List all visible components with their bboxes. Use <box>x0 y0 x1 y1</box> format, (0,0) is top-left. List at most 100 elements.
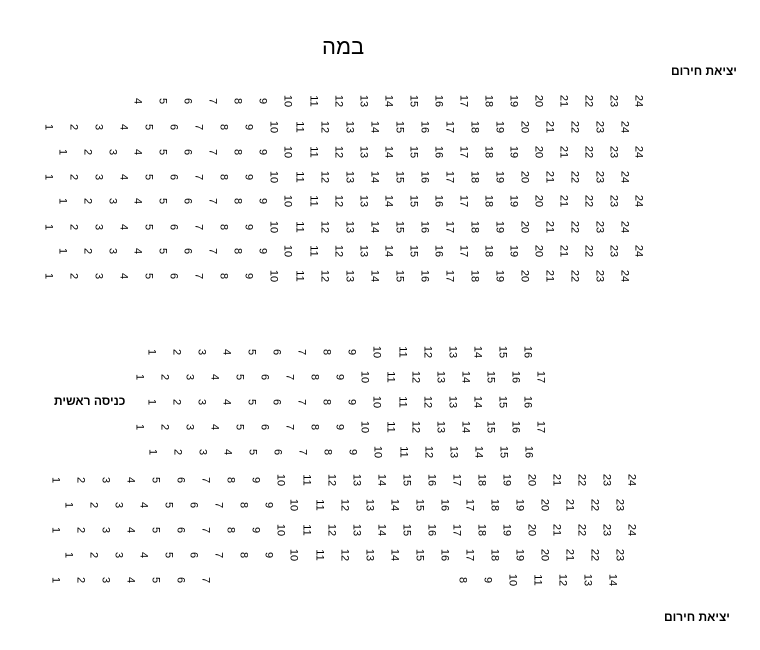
seat[interactable]: 4 <box>220 348 233 356</box>
seat[interactable]: 12 <box>332 94 345 108</box>
seat[interactable]: 16 <box>522 445 535 459</box>
seat[interactable]: 11 <box>396 346 408 358</box>
seat[interactable]: 15 <box>413 498 426 512</box>
seat[interactable]: 19 <box>493 269 506 283</box>
seat[interactable]: 17 <box>443 170 456 184</box>
seat[interactable]: 5 <box>142 123 155 131</box>
seat[interactable]: 16 <box>438 498 451 512</box>
seat[interactable]: 4 <box>208 373 221 381</box>
seat[interactable]: 3 <box>112 501 125 509</box>
seat[interactable]: 10 <box>287 548 300 562</box>
seat[interactable]: 5 <box>233 373 246 381</box>
seat[interactable]: 22 <box>568 220 581 234</box>
seat[interactable]: 23 <box>600 473 613 487</box>
seat[interactable]: 10 <box>281 94 294 108</box>
seat[interactable]: 9 <box>242 173 255 181</box>
seat[interactable]: 24 <box>632 194 645 208</box>
seat[interactable]: 2 <box>171 448 184 456</box>
seat[interactable]: 15 <box>400 473 413 487</box>
seat[interactable]: 19 <box>493 120 506 134</box>
seat[interactable]: 24 <box>625 523 638 537</box>
seat[interactable]: 6 <box>181 148 194 156</box>
seat[interactable]: 18 <box>482 145 495 159</box>
seat[interactable]: 3 <box>195 398 208 406</box>
seat[interactable]: 11 <box>307 146 319 158</box>
seat[interactable]: 4 <box>221 448 234 456</box>
seat[interactable]: 19 <box>493 220 506 234</box>
seat[interactable]: 12 <box>318 120 331 134</box>
seat[interactable]: 14 <box>382 244 395 258</box>
seat[interactable]: 10 <box>281 194 294 208</box>
seat[interactable]: 6 <box>258 373 271 381</box>
seat[interactable]: 3 <box>92 223 105 231</box>
seat[interactable]: 23 <box>607 244 620 258</box>
seat[interactable]: 17 <box>443 220 456 234</box>
seat[interactable]: 2 <box>81 247 94 255</box>
seat[interactable]: 16 <box>418 269 431 283</box>
seat[interactable]: 24 <box>618 170 631 184</box>
seat[interactable]: 12 <box>409 420 422 434</box>
seat[interactable]: 23 <box>600 523 613 537</box>
seat[interactable]: 7 <box>283 373 296 381</box>
seat[interactable]: 5 <box>246 448 259 456</box>
seat[interactable]: 10 <box>287 498 300 512</box>
seat[interactable]: 4 <box>117 223 130 231</box>
seat[interactable]: 3 <box>99 576 112 584</box>
seat[interactable]: 2 <box>67 272 80 280</box>
seat[interactable]: 23 <box>593 269 606 283</box>
seat[interactable]: 22 <box>582 94 595 108</box>
seat[interactable]: 10 <box>267 170 280 184</box>
seat[interactable]: 19 <box>513 498 526 512</box>
seat[interactable]: 15 <box>393 120 406 134</box>
seat[interactable]: 8 <box>224 476 237 484</box>
seat[interactable]: 1 <box>56 148 69 156</box>
seat[interactable]: 16 <box>425 473 438 487</box>
seat[interactable]: 3 <box>92 123 105 131</box>
seat[interactable]: 14 <box>471 345 484 359</box>
seat[interactable]: 1 <box>56 197 69 205</box>
seat[interactable]: 23 <box>607 145 620 159</box>
seat[interactable]: 13 <box>350 523 363 537</box>
seat[interactable]: 24 <box>632 244 645 258</box>
seat[interactable]: 6 <box>181 97 194 105</box>
seat[interactable]: 23 <box>613 548 626 562</box>
seat[interactable]: 11 <box>384 371 396 383</box>
seat[interactable]: 5 <box>142 223 155 231</box>
seat[interactable]: 10 <box>274 523 287 537</box>
seat[interactable]: 3 <box>106 247 119 255</box>
seat[interactable]: 16 <box>432 194 445 208</box>
seat[interactable]: 16 <box>509 370 522 384</box>
seat[interactable]: 6 <box>167 173 180 181</box>
seat[interactable]: 15 <box>400 523 413 537</box>
seat[interactable]: 9 <box>249 476 262 484</box>
seat[interactable]: 1 <box>133 423 146 431</box>
seat[interactable]: 11 <box>300 474 312 486</box>
seat[interactable]: 14 <box>459 420 472 434</box>
seat[interactable]: 2 <box>81 197 94 205</box>
seat[interactable]: 22 <box>568 269 581 283</box>
seat[interactable]: 19 <box>507 244 520 258</box>
seat[interactable]: 22 <box>568 120 581 134</box>
seat[interactable]: 16 <box>432 94 445 108</box>
seat[interactable]: 19 <box>507 194 520 208</box>
seat[interactable]: 10 <box>371 445 384 459</box>
seat[interactable]: 1 <box>49 476 62 484</box>
seat[interactable]: 13 <box>363 498 376 512</box>
seat[interactable]: 10 <box>370 345 383 359</box>
seat[interactable]: 1 <box>62 551 75 559</box>
seat[interactable]: 4 <box>124 576 137 584</box>
seat[interactable]: 15 <box>393 269 406 283</box>
seat[interactable]: 9 <box>345 348 358 356</box>
seat[interactable]: 5 <box>233 423 246 431</box>
seat[interactable]: 3 <box>183 373 196 381</box>
seat[interactable]: 10 <box>267 220 280 234</box>
seat[interactable]: 8 <box>321 448 334 456</box>
seat[interactable]: 22 <box>582 244 595 258</box>
seat[interactable]: 11 <box>293 121 305 133</box>
seat[interactable]: 3 <box>92 272 105 280</box>
seat[interactable]: 5 <box>156 148 169 156</box>
seat[interactable]: 10 <box>274 473 287 487</box>
seat[interactable]: 13 <box>357 194 370 208</box>
seat[interactable]: 7 <box>295 398 308 406</box>
seat[interactable]: 3 <box>183 423 196 431</box>
